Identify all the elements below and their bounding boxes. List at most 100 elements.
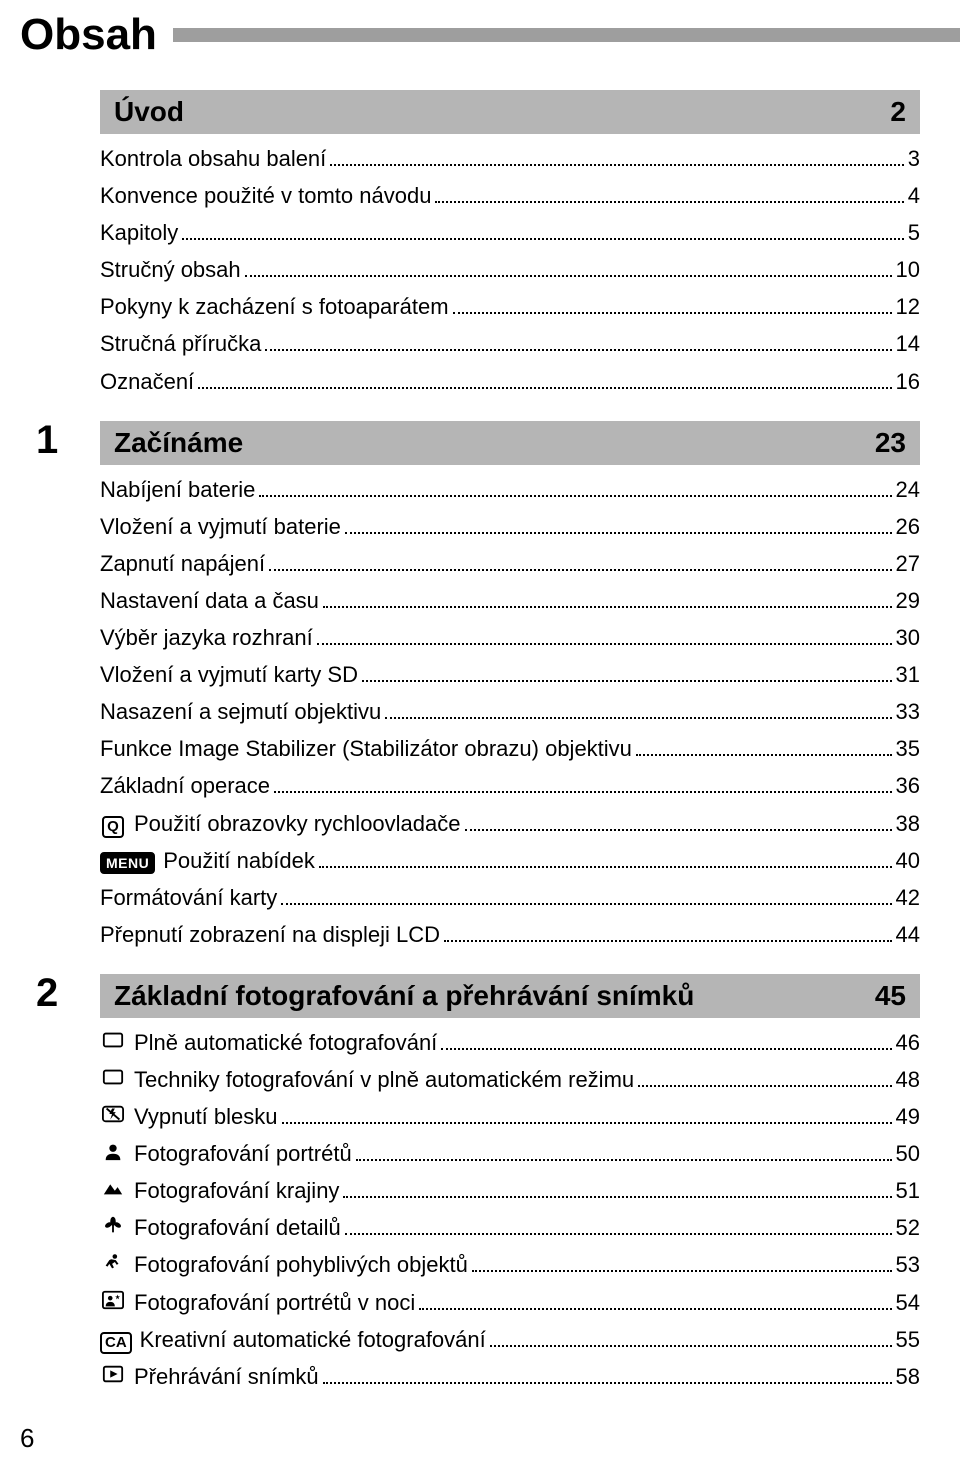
section-page: 23	[875, 427, 906, 459]
leader-dots	[453, 312, 892, 314]
night-portrait-icon	[102, 1290, 124, 1310]
section: Úvod 2 Kontrola obsahu balení 3Konvence po…	[100, 90, 920, 399]
entry-label: Vypnutí blesku	[134, 1100, 278, 1134]
toc-entry: Výběr jazyka rozhraní 30	[100, 621, 920, 655]
auto-icon	[102, 1030, 124, 1050]
leader-dots	[638, 1085, 891, 1087]
chapter-number: 1	[36, 418, 58, 463]
entry-label: Pokyny k zacházení s fotoaparátem	[100, 290, 449, 324]
toc-content: Úvod 2 Kontrola obsahu balení 3Konvence po…	[0, 90, 960, 1394]
leader-dots	[319, 866, 892, 868]
entry-icon	[100, 1252, 126, 1272]
entry-label: Funkce Image Stabilizer (Stabilizátor ob…	[100, 732, 632, 766]
section-header: Základní fotografování a přehrávání sním…	[100, 974, 920, 1018]
toc-entry: Zapnutí napájení 27	[100, 547, 920, 581]
leader-dots	[274, 791, 892, 793]
section-page: 45	[875, 980, 906, 1012]
entry-label: Kontrola obsahu balení	[100, 142, 326, 176]
entry-icon	[100, 1067, 126, 1087]
auto-icon	[102, 1067, 124, 1087]
entry-page: 4	[908, 179, 920, 213]
entry-label: Vložení a vyjmutí karty SD	[100, 658, 358, 692]
page: Obsah Úvod 2 Kontrola obsahu balení 3Konve…	[0, 0, 960, 1460]
ca-icon: CA	[100, 1332, 132, 1354]
leader-dots	[419, 1308, 891, 1310]
toc-entry: Nabíjení baterie 24	[100, 473, 920, 507]
entry-page: 50	[896, 1137, 920, 1171]
toc-entry: Vložení a vyjmutí baterie 26	[100, 510, 920, 544]
entry-label: Použití obrazovky rychloovladače	[134, 807, 461, 841]
entry-label: Stručný obsah	[100, 253, 241, 287]
leader-dots	[444, 940, 892, 942]
toc-entry: Přepnutí zobrazení na displeji LCD 44	[100, 918, 920, 952]
entry-label: Fotografování portrétů v noci	[134, 1286, 415, 1320]
entry-page: 54	[896, 1286, 920, 1320]
menu-icon: MENU	[100, 852, 155, 874]
toc-entry: Fotografování portrétů 50	[100, 1137, 920, 1171]
leader-dots	[317, 643, 892, 645]
entry-label: Přepnutí zobrazení na displeji LCD	[100, 918, 440, 952]
toc-entry: Kapitoly 5	[100, 216, 920, 250]
section-page: 2	[890, 96, 906, 128]
leader-dots	[385, 717, 891, 719]
leader-dots	[345, 1233, 892, 1235]
section-header: Úvod 2	[100, 90, 920, 134]
entry-page: 40	[896, 844, 920, 878]
toc-entry: Plně automatické fotografování 46	[100, 1026, 920, 1060]
toc-entry: Vložení a vyjmutí karty SD 31	[100, 658, 920, 692]
entry-label: Výběr jazyka rozhraní	[100, 621, 313, 655]
toc-entry: Nastavení data a času 29	[100, 584, 920, 618]
entry-page: 48	[896, 1063, 920, 1097]
section: 2Základní fotografování a přehrávání sní…	[100, 974, 920, 1394]
toc-entry: Konvence použité v tomto návodu 4	[100, 179, 920, 213]
toc-entry: Formátování karty 42	[100, 881, 920, 915]
section-title: Úvod	[114, 96, 184, 128]
entry-page: 52	[896, 1211, 920, 1245]
leader-dots	[265, 349, 891, 351]
leader-dots	[465, 829, 892, 831]
entry-icon	[100, 1030, 126, 1050]
section-header: Začínáme 23	[100, 421, 920, 465]
entry-page: 35	[896, 732, 920, 766]
entry-page: 27	[896, 547, 920, 581]
entry-page: 44	[896, 918, 920, 952]
entry-page: 46	[896, 1026, 920, 1060]
entry-page: 31	[896, 658, 920, 692]
toc-entry: Fotografování krajiny 51	[100, 1174, 920, 1208]
page-title: Obsah	[20, 10, 157, 60]
entry-icon	[100, 1178, 126, 1198]
chapter-number: 2	[36, 971, 58, 1016]
entry-page: 36	[896, 769, 920, 803]
entry-label: Nastavení data a času	[100, 584, 319, 618]
entry-label: Nasazení a sejmutí objektivu	[100, 695, 381, 729]
entry-label: Přehrávání snímků	[134, 1360, 319, 1394]
entry-label: Techniky fotografování v plně automatick…	[134, 1063, 634, 1097]
entry-page: 24	[896, 473, 920, 507]
leader-dots	[281, 903, 891, 905]
toc-entry: Přehrávání snímků 58	[100, 1360, 920, 1394]
toc-entry: Fotografování portrétů v noci 54	[100, 1286, 920, 1320]
leader-dots	[282, 1122, 892, 1124]
toc-entry: Vypnutí blesku 49	[100, 1100, 920, 1134]
entry-page: 51	[896, 1174, 920, 1208]
section-title: Začínáme	[114, 427, 243, 459]
leader-dots	[441, 1048, 891, 1050]
leader-dots	[182, 238, 903, 240]
leader-dots	[356, 1159, 892, 1161]
leader-dots	[472, 1270, 892, 1272]
leader-dots	[323, 606, 892, 608]
entry-page: 55	[896, 1323, 920, 1357]
entry-label: Konvence použité v tomto návodu	[100, 179, 431, 213]
entry-label: Fotografování krajiny	[134, 1174, 339, 1208]
entry-icon	[100, 1141, 126, 1161]
toc-entry: Fotografování pohyblivých objektů 53	[100, 1248, 920, 1282]
entry-label: Formátování karty	[100, 881, 277, 915]
toc-entry: Kontrola obsahu balení 3	[100, 142, 920, 176]
entry-icon	[100, 1290, 126, 1310]
entry-label: Základní operace	[100, 769, 270, 803]
entry-page: 14	[896, 327, 920, 361]
leader-dots	[259, 495, 891, 497]
entry-icon: MENU	[100, 852, 155, 874]
title-bar	[173, 28, 960, 42]
leader-dots	[343, 1196, 891, 1198]
